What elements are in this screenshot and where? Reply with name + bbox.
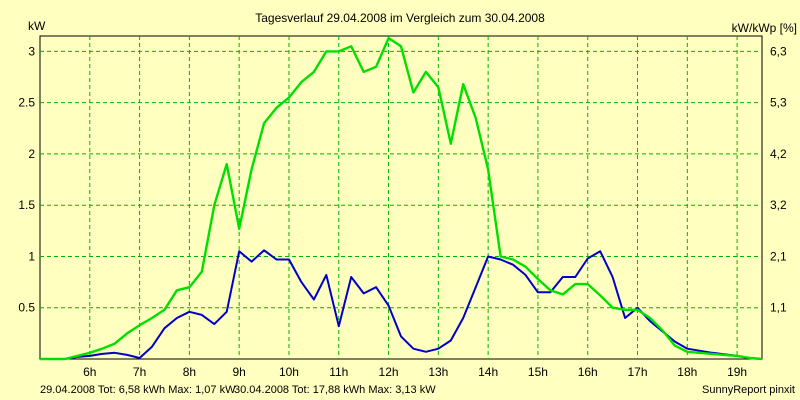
x-tick-label: 9h bbox=[232, 365, 245, 379]
x-tick-label: 17h bbox=[628, 365, 648, 379]
x-tick-label: 6h bbox=[83, 365, 96, 379]
y-axis-label-right: kW/kWp [%] bbox=[732, 21, 797, 35]
y-tick-label-right: 2,1 bbox=[770, 249, 787, 263]
y-tick-label-left: 3 bbox=[28, 44, 35, 58]
y-tick-label-left: 0.5 bbox=[18, 301, 35, 315]
x-tick-label: 16h bbox=[578, 365, 598, 379]
plot-area bbox=[39, 35, 763, 360]
grid-lines bbox=[40, 36, 762, 359]
y-tick-label-right: 5,3 bbox=[770, 96, 787, 110]
series-line-29-04-2008 bbox=[40, 249, 763, 360]
y-tick-label-right: 3,2 bbox=[770, 198, 787, 212]
x-tick-label: 15h bbox=[528, 365, 548, 379]
footer-credit: SunnyReport pinxit bbox=[702, 384, 795, 396]
series-lines bbox=[40, 36, 763, 361]
y-tick-label-right: 6,3 bbox=[770, 44, 787, 58]
y-tick-label-right: 4,2 bbox=[770, 147, 787, 161]
x-tick-label: 10h bbox=[279, 365, 299, 379]
legend-series-30-04: 30.04.2008 Tot: 17,88 kWh Max: 3,13 kW bbox=[234, 384, 436, 396]
legend-series-29-04: 29.04.2008 Tot: 6,58 kWh Max: 1,07 kW bbox=[40, 384, 236, 396]
y-tick-label-left: 2 bbox=[28, 147, 35, 161]
y-tick-label-left: 1.5 bbox=[18, 198, 35, 212]
y-tick-label-right: 1,1 bbox=[770, 301, 787, 315]
tick-labels: 6h 7h 8h 9h 10h 11h 12h 13h 14h 15h 16h 17h 18h 19h 0.… bbox=[18, 44, 787, 379]
x-tick-label: 13h bbox=[428, 365, 448, 379]
x-tick-label: 7h bbox=[133, 365, 146, 379]
x-tick-label: 18h bbox=[677, 365, 697, 379]
y-tick-label-left: 1 bbox=[28, 249, 35, 263]
x-tick-label: 11h bbox=[329, 365, 348, 379]
y-tick-label-left: 2.5 bbox=[18, 96, 35, 110]
x-tick-label: 14h bbox=[478, 365, 498, 379]
chart-title: Tagesverlauf 29.04.2008 im Vergleich zum… bbox=[255, 11, 545, 25]
y-axis-label-left: kW bbox=[28, 19, 46, 33]
footer: 29.04.2008 Tot: 6,58 kWh Max: 1,07 kW 30… bbox=[40, 384, 795, 396]
x-tick-label: 8h bbox=[183, 365, 196, 379]
x-tick-label: 12h bbox=[379, 365, 399, 379]
x-tick-label: 19h bbox=[727, 365, 747, 379]
series-line-30-04-2008 bbox=[40, 36, 763, 361]
